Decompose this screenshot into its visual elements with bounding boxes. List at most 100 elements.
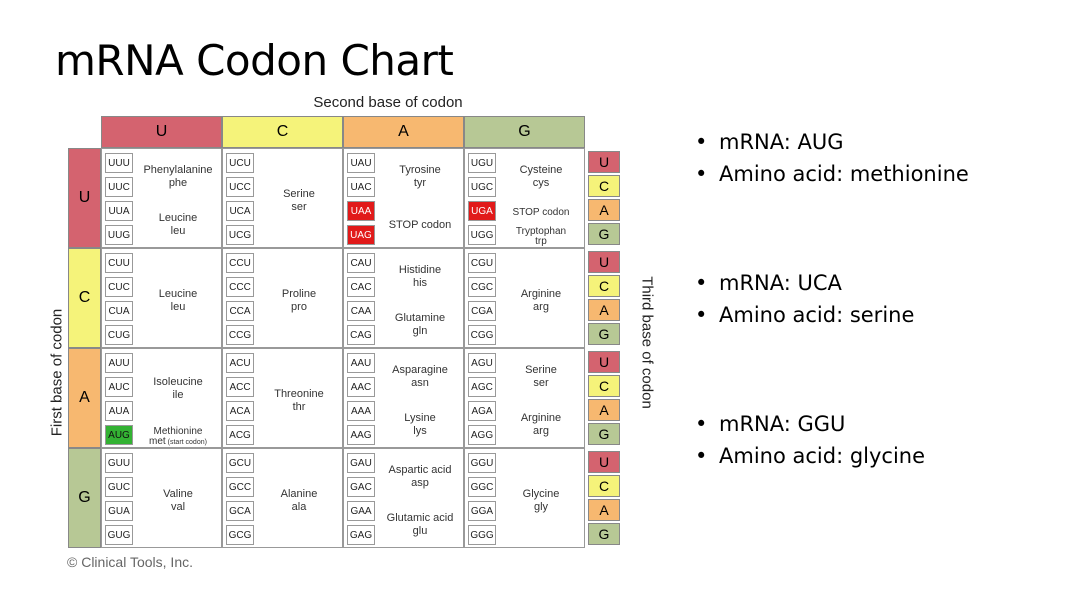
third-base-marker-c: C (588, 475, 620, 497)
amino-acid-abbreviation: ser (533, 377, 549, 389)
codon-cell: UUA (105, 201, 133, 221)
codon-block-ac: ACU ACC ACA ACG Threonine thr (222, 348, 343, 448)
codon-block-aa: AAU AAC AAA AAG Asparagine asn Lysine lys (343, 348, 464, 448)
codon-cell: ACU (226, 353, 254, 373)
first-base-header-c: C (68, 248, 101, 348)
codon-cell: UAC (347, 177, 375, 197)
codon-cell: CAU (347, 253, 375, 273)
amino-acid-abbreviation: cys (532, 177, 550, 189)
codon-cell: UGU (468, 153, 496, 173)
codon-cell: UCG (226, 225, 254, 245)
codon-cell: GCG (226, 525, 254, 545)
amino-acid-abbreviation: leu (170, 301, 186, 313)
amino-acid-name: Arginine (520, 412, 562, 424)
codon-cell: CGU (468, 253, 496, 273)
codon-block-ga: GAU GAC GAA GAG Aspartic acid asp Glutamic aci… (343, 448, 464, 548)
codon-block-ug: UGU UGC UGA UGG Cysteine cys STOP codon Tryptop… (464, 148, 585, 248)
amino-acid-abbreviation: ser (291, 201, 307, 213)
bullet-icon: • (695, 162, 708, 186)
amino-acid-label: Leucine leu (135, 201, 221, 249)
amino-acid-example-item: • Amino acid: methionine (695, 158, 1075, 190)
amino-acid-abbreviation: ile (172, 389, 184, 401)
amino-acid-abbreviation: ala (291, 501, 307, 513)
third-base-marker-a: A (588, 299, 620, 321)
amino-acid-abbreviation: lys (413, 425, 427, 437)
codon-block-ua: UAU UAC UAA UAG Tyrosine tyr STOP codon (343, 148, 464, 248)
third-base-axis-label: Third base of codon (638, 276, 656, 409)
first-base-header-g: G (68, 448, 101, 548)
amino-acid-label: Methionine met (start codon) (135, 425, 221, 449)
codon-cell: CCG (226, 325, 254, 345)
codon-cell: GAC (347, 477, 375, 497)
mrna-example-item: • mRNA: GGU (695, 408, 1075, 440)
third-base-marker-c: C (588, 175, 620, 197)
amino-acid-name: Lysine (404, 412, 436, 424)
mrna-example-item: • mRNA: AUG (695, 126, 1075, 158)
codon-block-gc: GCU GCC GCA GCG Alanine ala (222, 448, 343, 548)
second-base-axis-label: Second base of codon (313, 94, 463, 111)
amino-acid-name: Serine (283, 188, 315, 200)
amino-acid-name: Threonine (274, 388, 324, 400)
amino-acid-name: Tyrosine (399, 164, 441, 176)
codon-cell: AUC (105, 377, 133, 397)
amino-acid-label: Serine ser (498, 353, 584, 401)
amino-acid-label: Cysteine cys (498, 153, 584, 201)
codon-cell: UCC (226, 177, 254, 197)
amino-acid-abbreviation: thr (292, 401, 306, 413)
codon-block-cu: CUU CUC CUA CUG Leucine leu (101, 248, 222, 348)
third-base-marker-g: G (588, 323, 620, 345)
codon-chart: Second base of codon First base of codon… (45, 92, 656, 582)
codon-cell: GGA (468, 501, 496, 521)
codon-cell: AAC (347, 377, 375, 397)
bullet-icon: • (695, 130, 708, 154)
third-base-marker-g: G (588, 223, 620, 245)
third-base-marker-a: A (588, 399, 620, 421)
codon-block-gu: GUU GUC GUA GUG Valine val (101, 448, 222, 548)
codon-cell: AGU (468, 353, 496, 373)
codon-cell: ACA (226, 401, 254, 421)
codon-cell: UGA (468, 201, 496, 221)
codon-cell: UAA (347, 201, 375, 221)
third-base-marker-u: U (588, 351, 620, 373)
start-codon-note: (start codon) (165, 438, 207, 446)
amino-acid-label: Arginine arg (498, 401, 584, 449)
amino-acid-label: Isoleucine ile (135, 353, 221, 425)
bullet-icon: • (695, 271, 708, 295)
amino-acid-name: Histidine (398, 264, 442, 276)
amino-acid-name: Aspartic acid (388, 464, 452, 476)
amino-acid-label: Arginine arg (498, 253, 584, 349)
amino-acid-name: Phenylalanine (143, 164, 213, 176)
amino-acid-name: Serine (525, 364, 557, 376)
codon-cell: CUC (105, 277, 133, 297)
codon-cell: GGG (468, 525, 496, 545)
codon-cell: GGU (468, 453, 496, 473)
codon-block-ag: AGU AGC AGA AGG Serine ser Arginine arg (464, 348, 585, 448)
codon-cell: ACG (226, 425, 254, 445)
codon-cell: UCU (226, 153, 254, 173)
amino-acid-name: Glutamic acid (386, 512, 454, 524)
example-group: • mRNA: GGU • Amino acid: glycine (695, 408, 1075, 472)
amino-acid-example-item: • Amino acid: serine (695, 299, 1075, 331)
codon-cell: UAU (347, 153, 375, 173)
codon-cell: AAG (347, 425, 375, 445)
codon-cell: CAC (347, 277, 375, 297)
amino-acid-name: STOP codon (388, 218, 452, 231)
third-base-marker-g: G (588, 523, 620, 545)
amino-acid-label: Alanine ala (256, 453, 342, 549)
third-base-marker-a: A (588, 199, 620, 221)
amino-acid-name: Isoleucine (153, 376, 203, 388)
amino-acid-abbreviation: arg (533, 425, 549, 437)
amino-acid-label: Leucine leu (135, 253, 221, 349)
codon-block-uc: UCU UCC UCA UCG Serine ser (222, 148, 343, 248)
third-base-marker-g: G (588, 423, 620, 445)
amino-acid-abbreviation: asn (411, 377, 429, 389)
example-group: • mRNA: AUG • Amino acid: methionine (695, 126, 1075, 190)
third-base-marker-a: A (588, 499, 620, 521)
amino-acid-abbreviation: pro (291, 301, 307, 313)
codon-cell: CAA (347, 301, 375, 321)
amino-acid-label: Glutamic acid glu (377, 501, 463, 549)
codon-block-cc: CCU CCC CCA CCG Proline pro (222, 248, 343, 348)
codon-cell: GUA (105, 501, 133, 521)
amino-acid-abbreviation: his (412, 277, 428, 289)
codon-cell: GAG (347, 525, 375, 545)
